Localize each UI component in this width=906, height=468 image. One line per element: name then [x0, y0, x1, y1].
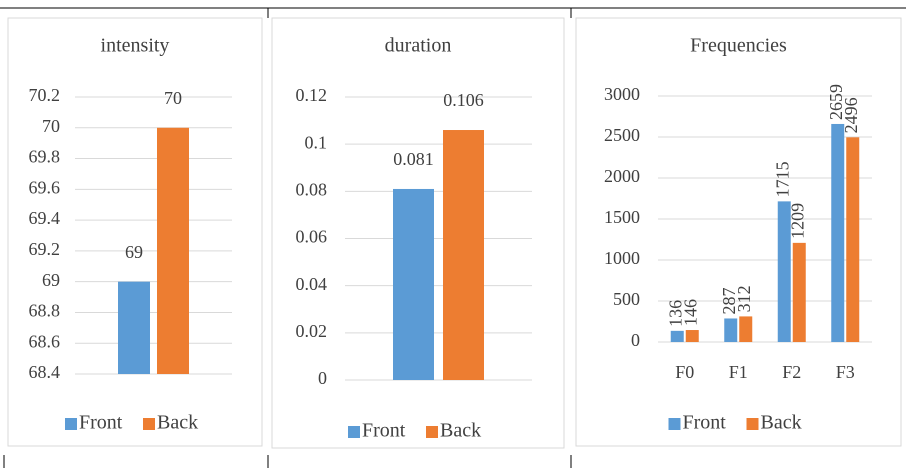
bar — [739, 316, 753, 342]
legend-swatch — [143, 418, 155, 430]
y-tick-label: 0 — [318, 368, 327, 388]
x-tick-label: F2 — [782, 362, 801, 382]
y-tick-label: 0.12 — [296, 85, 328, 105]
y-tick-label: 70 — [42, 116, 60, 136]
y-tick-label: 68.8 — [29, 301, 61, 321]
data-label: 2496 — [841, 97, 861, 133]
y-tick-label: 2500 — [604, 125, 640, 145]
data-label: 0.081 — [393, 149, 434, 169]
bar — [443, 130, 484, 380]
y-tick-label: 0.1 — [305, 132, 328, 152]
legend-swatch — [426, 426, 438, 438]
bar — [157, 127, 189, 375]
bar — [724, 318, 738, 342]
y-tick-label: 69 — [42, 270, 60, 290]
legend-swatch — [348, 426, 360, 438]
chart-title: duration — [385, 35, 452, 57]
y-tick-label: 69.8 — [29, 147, 61, 167]
x-tick-label: F0 — [675, 362, 694, 382]
bar — [670, 330, 684, 342]
data-label: 1209 — [787, 203, 807, 239]
y-tick-label: 69.6 — [29, 177, 61, 197]
y-tick-label: 0.06 — [296, 227, 328, 247]
bar — [393, 188, 434, 380]
data-label: 69 — [125, 242, 143, 262]
data-label: 146 — [680, 299, 700, 326]
data-label: 136 — [665, 300, 685, 327]
chart-panel — [7, 17, 263, 447]
y-tick-label: 0 — [631, 330, 640, 350]
chart-title: intensity — [101, 35, 170, 57]
y-tick-label: 3000 — [604, 84, 640, 104]
legend-swatch — [668, 418, 681, 430]
x-tick-label: F3 — [836, 362, 855, 382]
y-tick-label: 2000 — [604, 166, 640, 186]
legend-swatch — [65, 418, 77, 430]
legend-label: Front — [362, 420, 406, 442]
y-tick-label: 70.2 — [29, 85, 61, 105]
y-tick-label: 0.02 — [296, 321, 328, 341]
legend-label: Back — [440, 420, 481, 442]
y-tick-label: 1500 — [604, 207, 640, 227]
legend-label: Front — [79, 412, 123, 434]
y-tick-label: 68.4 — [29, 362, 61, 382]
chart-title: Frequencies — [690, 35, 787, 57]
data-label: 287 — [719, 287, 739, 314]
bar — [831, 123, 845, 342]
y-tick-label: 69.4 — [29, 208, 61, 228]
bar — [777, 201, 791, 342]
legend-label: Front — [683, 412, 727, 434]
bar — [792, 242, 806, 342]
y-tick-label: 0.08 — [296, 179, 328, 199]
bar — [685, 330, 699, 342]
bar — [846, 137, 860, 342]
data-label: 2659 — [826, 84, 846, 120]
x-tick-label: F1 — [729, 362, 748, 382]
legend-swatch — [746, 418, 759, 430]
y-tick-label: 0.04 — [296, 274, 328, 294]
data-label: 70 — [164, 88, 182, 108]
y-tick-label: 68.6 — [29, 331, 61, 351]
data-label: 0.106 — [443, 90, 484, 110]
y-tick-label: 1000 — [604, 248, 640, 268]
y-tick-label: 500 — [613, 289, 640, 309]
data-label: 1715 — [772, 161, 792, 197]
data-label: 312 — [734, 285, 754, 312]
legend-label: Back — [761, 412, 802, 434]
y-tick-label: 69.2 — [29, 239, 61, 259]
legend-label: Back — [157, 412, 198, 434]
bar — [118, 281, 150, 374]
